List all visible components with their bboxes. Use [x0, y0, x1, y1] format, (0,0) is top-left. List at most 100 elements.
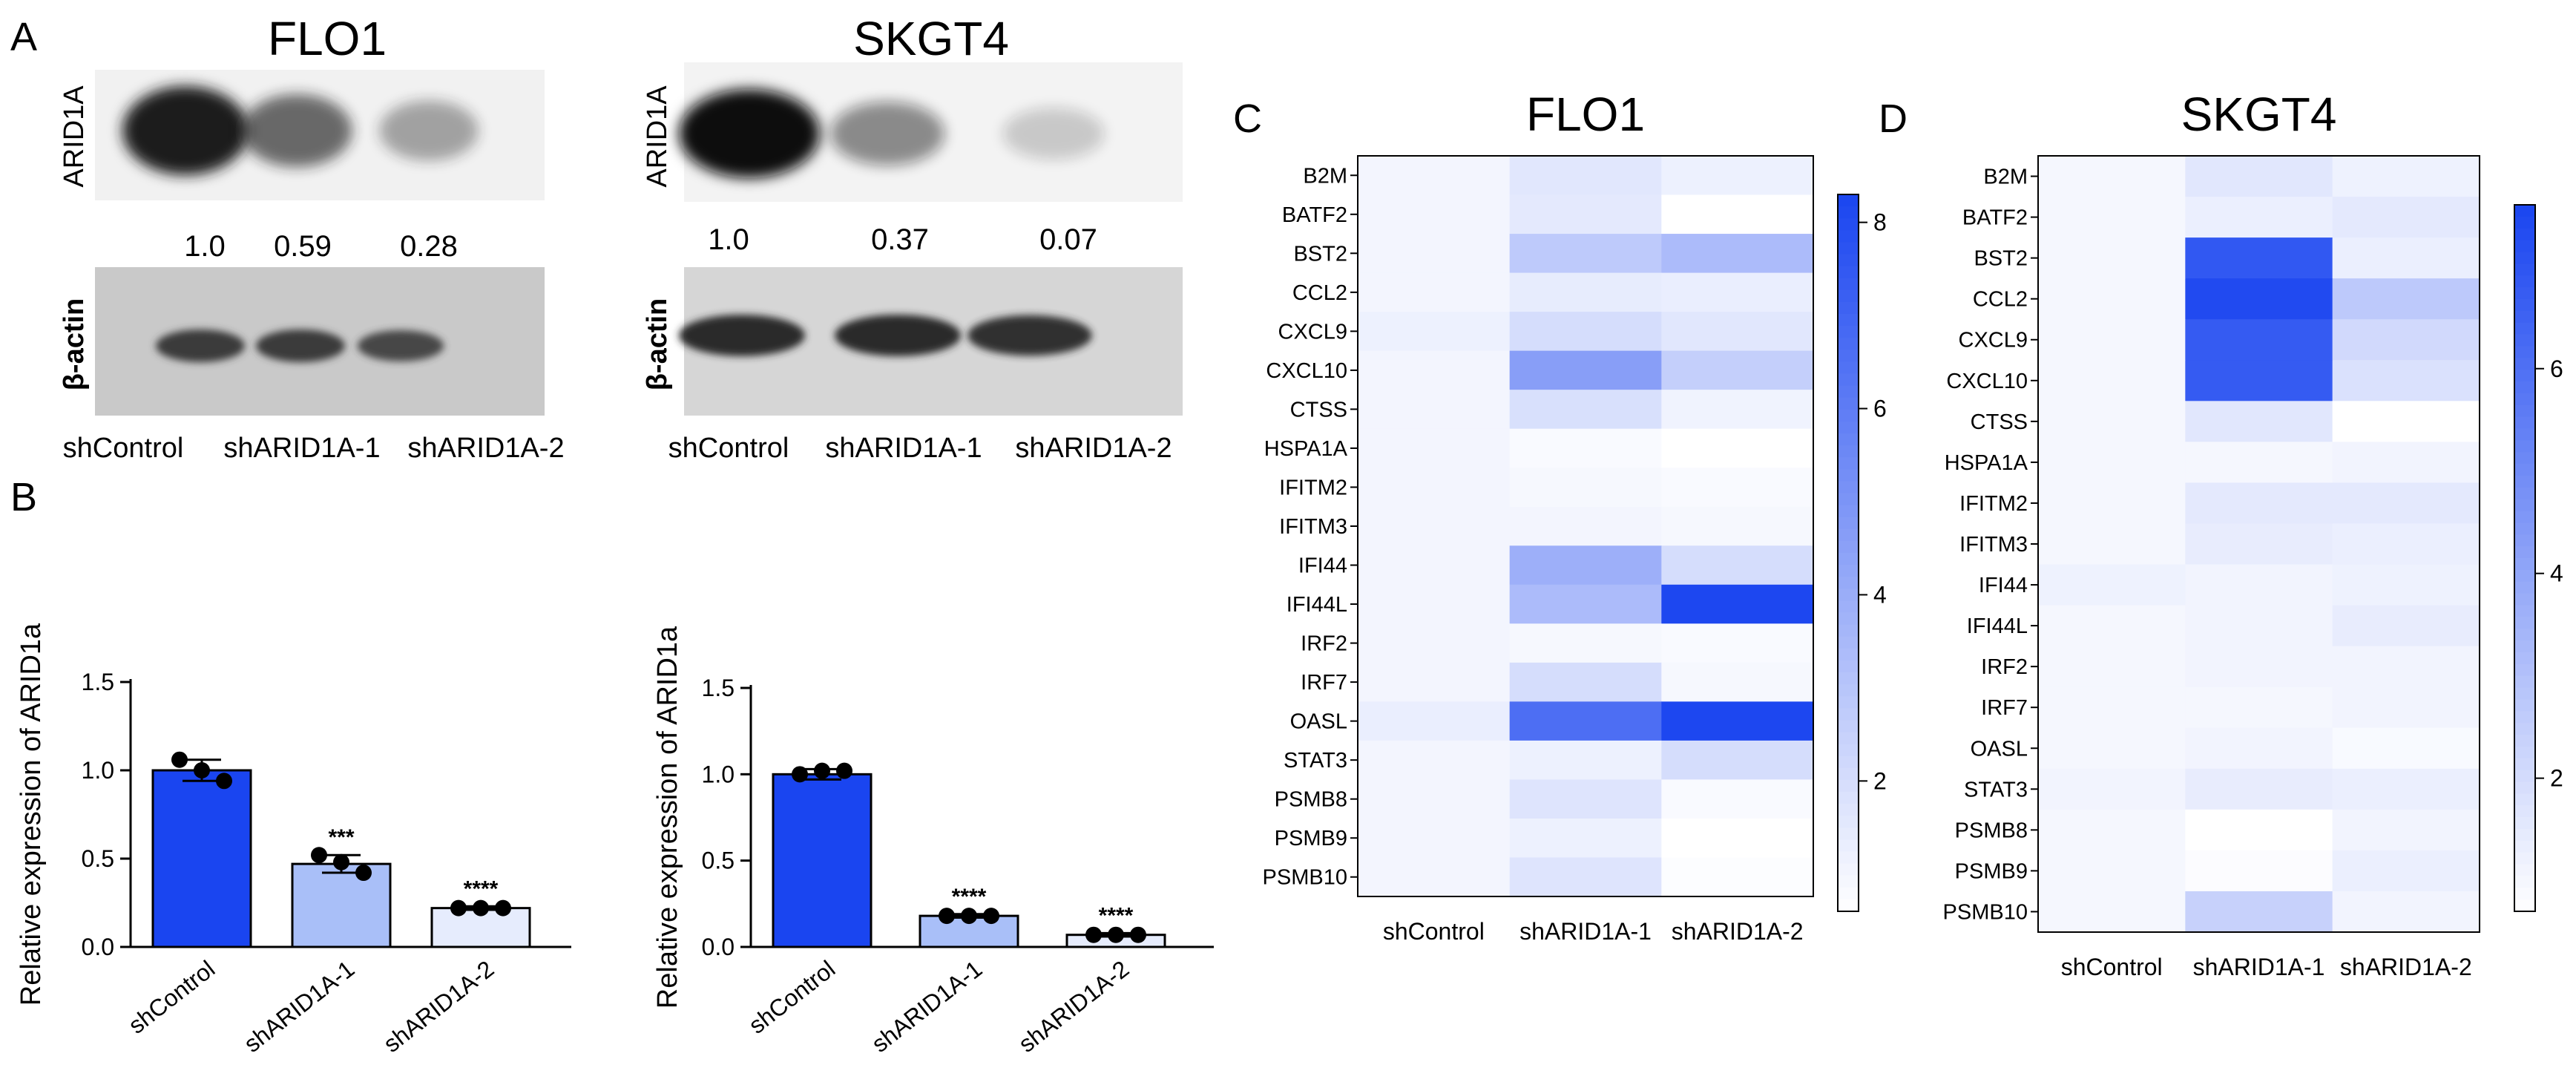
row-label: OASL — [1290, 710, 1347, 734]
colorbar-segment — [2514, 546, 2535, 559]
colorbar-segment — [2514, 334, 2535, 347]
heatmap-cell — [2332, 319, 2480, 361]
heatmap-cell — [1358, 468, 1511, 508]
row-label: IRF7 — [1981, 696, 2028, 720]
colorbar-segment — [2514, 522, 2535, 535]
heatmap-cell — [2185, 319, 2333, 361]
heatmap-cell — [2038, 523, 2186, 565]
heatmap-cell — [1358, 428, 1511, 468]
heatmap-cell — [1358, 779, 1511, 819]
colorbar-frame — [1837, 194, 1859, 912]
row-label: IFITM2 — [1279, 476, 1347, 499]
colorbar-segment — [1838, 338, 1859, 350]
bands-arid1a-flo1 — [122, 86, 479, 175]
heatmap-cell — [1358, 818, 1511, 858]
colorbar-segment — [1838, 755, 1859, 769]
heatmap-cell — [1661, 350, 1814, 390]
colorbar-segment — [2514, 735, 2535, 747]
colorbar-segment — [2514, 370, 2535, 382]
row-label: PSMB10 — [1943, 900, 2028, 924]
colorbar-tick-label: 6 — [1873, 396, 1887, 422]
heatmap-cell — [1661, 584, 1814, 624]
colorbar-segment — [1838, 648, 1859, 661]
data-point — [171, 751, 188, 768]
colorbar-segment — [1838, 839, 1859, 853]
heatmap-cell — [2185, 401, 2333, 442]
colorbar-segment — [2514, 499, 2535, 512]
row-label: BST2 — [1293, 242, 1347, 266]
colorbar-segment — [1838, 528, 1859, 542]
blot-protein-label-arid1a-flo1: ARID1A — [59, 85, 90, 188]
quant-value: 0.28 — [400, 230, 458, 263]
y-tick-label: 0.0 — [82, 934, 114, 960]
heatmap-cell — [2332, 727, 2480, 770]
heatmap-cell — [2038, 809, 2186, 851]
heatmap-cell — [1509, 390, 1662, 430]
colorbar-segment — [2514, 581, 2535, 594]
colorbar-segment — [1838, 314, 1859, 327]
heatmap-cell — [2038, 850, 2186, 892]
colorbar-segment — [1838, 457, 1859, 470]
colorbar-segment — [1838, 301, 1859, 315]
colorbar-segment — [1838, 505, 1859, 518]
colorbar-segment — [2514, 216, 2535, 229]
colorbar-segment — [2514, 205, 2535, 217]
heatmap-cell — [2038, 401, 2186, 442]
blot-band — [1002, 108, 1105, 160]
column-label: shARID1A-2 — [2340, 954, 2472, 980]
data-point — [792, 766, 808, 783]
heatmap-cell — [1358, 194, 1511, 235]
heatmap-cell — [2185, 768, 2333, 810]
heatmap-cell — [1661, 623, 1814, 663]
colorbar-segment — [2514, 511, 2535, 523]
colorbar-segment — [1838, 517, 1859, 530]
heatmap-cell — [2185, 891, 2333, 933]
panel-label-c: C — [1233, 96, 1262, 141]
heatmap-cell — [2185, 646, 2333, 688]
column-label: shControl — [2061, 954, 2163, 980]
colorbar-segment — [1838, 684, 1859, 697]
heatmap-cell — [1509, 312, 1662, 352]
blot-band — [379, 100, 479, 161]
colorbar-segment — [1838, 577, 1859, 589]
heatmap-cell — [1661, 857, 1814, 897]
data-point — [333, 853, 349, 870]
heatmap-cell — [2185, 605, 2333, 647]
x-tick-label: shARID1A-2 — [378, 955, 499, 1058]
colorbar-segment — [1838, 779, 1859, 793]
heatmap-cell — [2038, 727, 2186, 770]
colorbar-segment — [2514, 746, 2535, 759]
heatmap-cell — [2038, 646, 2186, 688]
heatmap-cell — [1661, 312, 1814, 352]
heatmap-cell — [1661, 818, 1814, 858]
bar — [151, 769, 252, 948]
colorbar-segment — [2514, 558, 2535, 571]
lane-label: shARID1A-1 — [223, 433, 380, 464]
y-tick-label: 1.0 — [702, 761, 735, 787]
row-label: CCL2 — [1973, 288, 2028, 312]
colorbar-segment — [1838, 493, 1859, 506]
heatmap-cell — [2038, 605, 2186, 647]
heatmap-cell — [1661, 156, 1814, 196]
colorbar-segment — [2514, 793, 2535, 806]
heatmap-cell — [1358, 350, 1511, 390]
blot-band — [122, 86, 249, 175]
colorbar-segment — [1838, 289, 1859, 303]
data-point — [939, 908, 955, 925]
row-label: PSMB8 — [1275, 788, 1347, 812]
heatmap-title: SKGT4 — [2181, 88, 2337, 141]
heatmap-cell — [2185, 482, 2333, 524]
data-point — [216, 773, 232, 790]
row-label: CTSS — [1971, 410, 2028, 434]
colorbar-segment — [2514, 393, 2535, 406]
row-label: CXCL10 — [1266, 359, 1347, 383]
colorbar-segment — [1838, 206, 1859, 219]
blot-skgt4: SKGT4 ARID1A 1.0 0.37 0.07 β-actin shCon… — [642, 12, 1183, 464]
heatmap-cell — [2185, 564, 2333, 606]
heatmap-cell — [1358, 662, 1511, 702]
heatmap-cell — [1358, 506, 1511, 546]
heatmap-cell — [2332, 156, 2480, 197]
colorbar-segment — [2514, 381, 2535, 394]
heatmap-cell — [2038, 156, 2186, 197]
blot-band — [156, 329, 245, 362]
